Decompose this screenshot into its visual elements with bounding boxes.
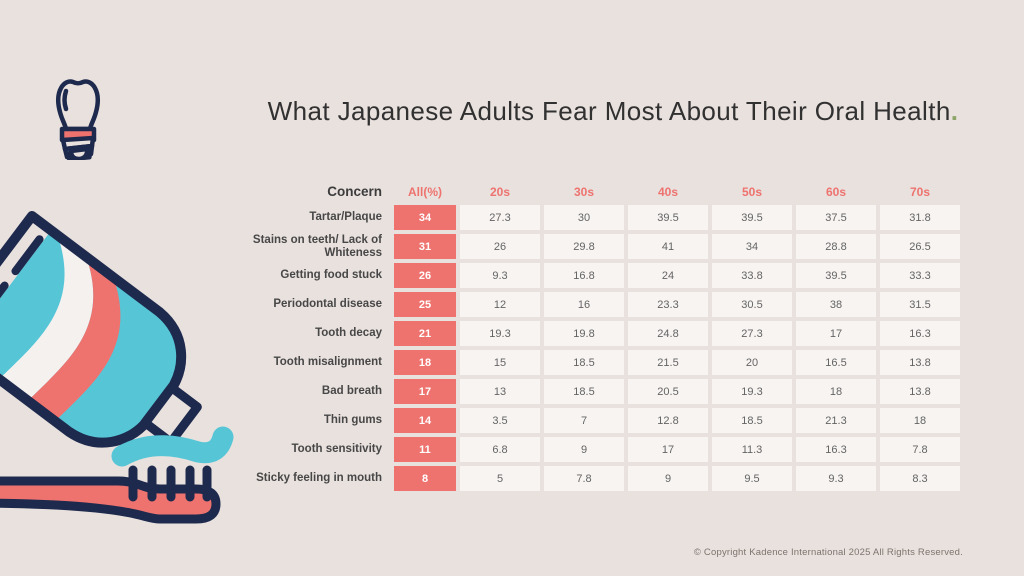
concern-label: Getting food stuck [280,269,382,282]
age-value-cell: 41 [628,234,708,259]
concern-label: Tooth sensitivity [291,443,382,456]
concern-label: Bad breath [321,385,382,398]
age-value-cell: 33.3 [880,263,960,288]
age-value-cell: 18 [796,379,876,404]
age-value-cell: 8.3 [880,466,960,491]
age-value-cell: 18.5 [712,408,792,433]
age-value-cell: 38 [796,292,876,317]
age-value-cell: 9 [544,437,624,462]
col-header-40s: 40s [657,184,679,199]
age-value-cell: 21.3 [796,408,876,433]
copyright-text: © Copyright Kadence International 2025 A… [693,547,963,558]
age-value-cell: 16 [544,292,624,317]
col-header-50s: 50s [741,184,763,199]
age-value-cell: 37.5 [796,205,876,230]
age-value-cell: 17 [628,437,708,462]
all-percentage-cell: 11 [394,437,456,462]
age-value-cell: 28.8 [796,234,876,259]
all-percentage-cell: 25 [394,292,456,317]
age-value-cell: 34 [712,234,792,259]
title-accent-period: . [950,96,959,126]
age-value-cell: 26.5 [880,234,960,259]
concern-label: Thin gums [323,414,382,427]
age-value-cell: 16.5 [796,350,876,375]
age-value-cell: 16.3 [880,321,960,346]
age-value-cell: 13.8 [880,379,960,404]
age-value-cell: 7.8 [544,466,624,491]
age-value-cell: 19.3 [712,379,792,404]
toothbrush-icon [0,465,221,524]
concern-label: Sticky feeling in mouth [256,472,382,485]
age-value-cell: 12.8 [628,408,708,433]
age-value-cell: 15 [460,350,540,375]
age-value-cell: 9.3 [460,263,540,288]
toothpaste-toothbrush-illustration [0,211,234,524]
age-value-cell: 29.8 [544,234,624,259]
concern-label: Tartar/Plaque [309,211,382,224]
age-value-cell: 31.8 [880,205,960,230]
age-value-cell: 3.5 [460,408,540,433]
age-value-cell: 13 [460,379,540,404]
concern-label: Tooth decay [315,327,382,340]
age-value-cell: 19.3 [460,321,540,346]
dental-implant-icon [56,79,100,160]
col-header-concern: Concern [327,184,382,199]
age-value-cell: 9 [628,466,708,491]
age-value-cell: 26 [460,234,540,259]
concern-label: Tooth misalignment [273,356,382,369]
toothpaste-tube-icon [0,211,202,448]
concern-table: Concern All(%) 20s 30s 40s 50s 60s 70s T… [244,182,960,491]
age-value-cell: 7 [544,408,624,433]
concern-label: Stains on teeth/ Lack of Whiteness [252,234,382,259]
age-value-cell: 9.3 [796,466,876,491]
age-value-cell: 16.3 [796,437,876,462]
age-value-cell: 13.8 [880,350,960,375]
age-value-cell: 18 [880,408,960,433]
age-value-cell: 30 [544,205,624,230]
age-value-cell: 30.5 [712,292,792,317]
col-header-30s: 30s [573,184,595,199]
col-header-70s: 70s [909,184,931,199]
page-title-text: What Japanese Adults Fear Most About The… [267,96,951,126]
all-percentage-cell: 14 [394,408,456,433]
all-percentage-cell: 18 [394,350,456,375]
all-percentage-cell: 17 [394,379,456,404]
age-value-cell: 27.3 [712,321,792,346]
age-value-cell: 24 [628,263,708,288]
concern-label: Periodontal disease [273,298,382,311]
age-value-cell: 7.8 [880,437,960,462]
all-percentage-cell: 26 [394,263,456,288]
all-percentage-cell: 31 [394,234,456,259]
col-header-20s: 20s [489,184,511,199]
age-value-cell: 19.8 [544,321,624,346]
age-value-cell: 12 [460,292,540,317]
age-value-cell: 21.5 [628,350,708,375]
age-value-cell: 23.3 [628,292,708,317]
col-header-all: All(%) [408,184,442,199]
age-value-cell: 33.8 [712,263,792,288]
age-value-cell: 39.5 [628,205,708,230]
age-value-cell: 16.8 [544,263,624,288]
all-percentage-cell: 21 [394,321,456,346]
age-value-cell: 17 [796,321,876,346]
age-value-cell: 9.5 [712,466,792,491]
all-percentage-cell: 34 [394,205,456,230]
col-header-60s: 60s [825,184,847,199]
page-title: What Japanese Adults Fear Most About The… [232,96,994,127]
age-value-cell: 39.5 [796,263,876,288]
age-value-cell: 18.5 [544,350,624,375]
age-value-cell: 24.8 [628,321,708,346]
toothpaste-squeeze-icon [111,426,234,467]
age-value-cell: 6.8 [460,437,540,462]
age-value-cell: 20 [712,350,792,375]
age-value-cell: 20.5 [628,379,708,404]
age-value-cell: 27.3 [460,205,540,230]
age-value-cell: 11.3 [712,437,792,462]
age-value-cell: 18.5 [544,379,624,404]
age-value-cell: 31.5 [880,292,960,317]
age-value-cell: 39.5 [712,205,792,230]
all-percentage-cell: 8 [394,466,456,491]
age-value-cell: 5 [460,466,540,491]
